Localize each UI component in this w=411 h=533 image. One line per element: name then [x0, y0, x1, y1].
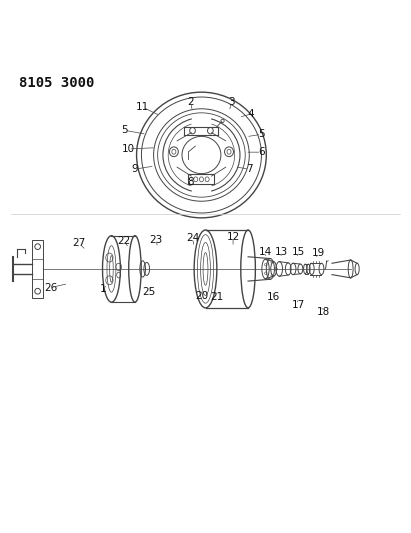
Text: 14: 14: [259, 247, 272, 257]
Text: 9: 9: [131, 164, 138, 174]
Text: 5: 5: [121, 125, 128, 135]
Text: 3: 3: [229, 97, 235, 107]
Text: 27: 27: [72, 238, 85, 248]
Text: 17: 17: [291, 300, 305, 310]
Text: 22: 22: [117, 236, 130, 246]
Text: 7: 7: [246, 164, 253, 174]
Text: 10: 10: [122, 144, 135, 154]
Text: 25: 25: [142, 287, 155, 297]
Text: 12: 12: [226, 232, 240, 243]
Text: 19: 19: [312, 248, 325, 258]
Text: 16: 16: [267, 292, 280, 302]
Text: 26: 26: [44, 282, 57, 293]
Text: 2: 2: [187, 97, 194, 107]
Text: 5: 5: [258, 130, 265, 139]
Text: 18: 18: [316, 307, 330, 317]
Text: 4: 4: [247, 109, 254, 119]
Text: 11: 11: [136, 102, 149, 112]
Text: 23: 23: [150, 235, 163, 245]
Text: 20: 20: [195, 290, 208, 301]
Text: 8105 3000: 8105 3000: [19, 76, 95, 90]
Text: 8: 8: [187, 177, 194, 187]
Text: 15: 15: [291, 247, 305, 257]
Text: 21: 21: [210, 292, 224, 302]
Text: 13: 13: [275, 247, 289, 257]
Text: 24: 24: [186, 233, 199, 243]
Text: 6: 6: [258, 147, 265, 157]
Text: 1: 1: [100, 284, 106, 294]
